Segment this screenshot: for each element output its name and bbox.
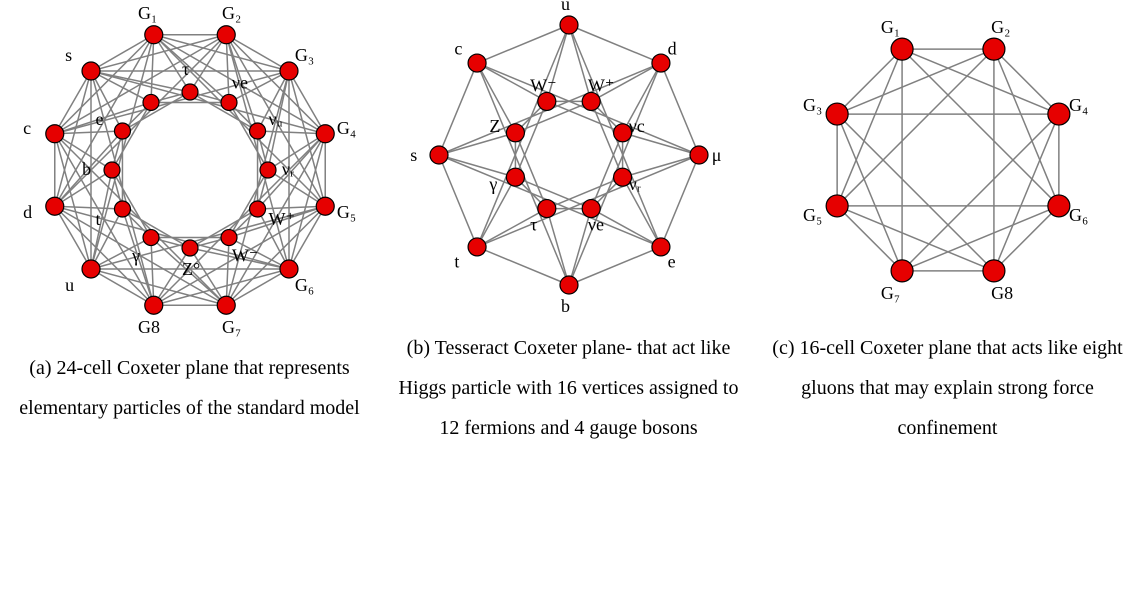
svg-text:νe: νe <box>587 215 603 235</box>
svg-text:W⁻: W⁻ <box>530 75 556 95</box>
caption-b: (b) Tesseract Coxeter plane- that act li… <box>389 328 749 448</box>
svg-text:τ: τ <box>182 59 189 79</box>
svg-text:νᵣ: νᵣ <box>281 159 293 179</box>
caption-a: (a) 24-cell Coxeter plane that represent… <box>10 348 370 428</box>
svg-text:Z°: Z° <box>182 259 200 279</box>
svg-text:c: c <box>23 118 31 138</box>
svg-text:W⁺: W⁺ <box>268 209 295 229</box>
svg-text:G₄: G₄ <box>1069 95 1088 115</box>
svg-text:νᵣ: νᵣ <box>628 174 640 194</box>
svg-text:Z: Z <box>489 116 500 136</box>
svg-text:G₁: G₁ <box>880 17 899 37</box>
svg-text:G₄: G₄ <box>336 118 355 138</box>
svg-text:G8: G8 <box>991 283 1013 303</box>
svg-text:G₆: G₆ <box>294 275 313 295</box>
svg-text:e: e <box>95 109 103 129</box>
svg-text:s: s <box>410 145 417 165</box>
svg-text:d: d <box>667 38 676 58</box>
svg-text:G₇: G₇ <box>222 317 241 337</box>
svg-text:t: t <box>454 252 459 272</box>
panel-c: G₁ G₂ G₄ G₆ G8 G₇ G₅ G₃ (c) 16-cell Coxeter pla… <box>768 0 1128 448</box>
svg-text:c: c <box>454 38 462 58</box>
diagram-24-cell: G₁ G₂ G₃ G₄ G₅ G₆ G₇ G8 u d c s τ νe νᵤ νᵣ W⁺ W⁻ Z° γ t b e <box>20 0 360 340</box>
svg-text:s: s <box>65 45 72 65</box>
svg-text:G8: G8 <box>137 317 159 337</box>
svg-text:μ: μ <box>711 145 721 165</box>
svg-text:G₃: G₃ <box>802 95 821 115</box>
svg-text:γ: γ <box>131 245 140 265</box>
svg-text:G₅: G₅ <box>336 202 355 222</box>
svg-text:t: t <box>95 209 100 229</box>
svg-text:G₂: G₂ <box>991 17 1010 37</box>
svg-text:τ: τ <box>530 215 537 235</box>
figure-row: G₁ G₂ G₃ G₄ G₅ G₆ G₇ G8 u d c s τ νe νᵤ νᵣ W⁺ W⁻ Z° γ t b e (a… <box>0 0 1137 448</box>
svg-text:G₂: G₂ <box>222 3 241 23</box>
panel-b: u d μ e b t s c W⁺ νc νᵣ νe τ γ Z W⁻ (b) Tesseract Coxe… <box>389 0 749 448</box>
svg-text:W⁺: W⁺ <box>587 75 614 95</box>
svg-text:G₁: G₁ <box>137 3 156 23</box>
svg-text:γ: γ <box>488 174 497 194</box>
svg-text:νe: νe <box>231 73 247 93</box>
diagram-16-cell: G₁ G₂ G₄ G₆ G8 G₇ G₅ G₃ <box>788 0 1108 320</box>
svg-text:b: b <box>82 159 91 179</box>
panel-a: G₁ G₂ G₃ G₄ G₅ G₆ G₇ G8 u d c s τ νe νᵤ νᵣ W⁺ W⁻ Z° γ t b e (a… <box>10 0 370 428</box>
svg-text:u: u <box>65 275 74 295</box>
svg-text:d: d <box>23 202 32 222</box>
svg-text:νc: νc <box>628 116 644 136</box>
svg-text:W⁻: W⁻ <box>231 245 257 265</box>
svg-text:νᵤ: νᵤ <box>268 109 282 129</box>
svg-text:G₇: G₇ <box>880 283 899 303</box>
svg-text:G₅: G₅ <box>802 205 821 225</box>
caption-c: (c) 16-cell Coxeter plane that acts like… <box>768 328 1128 448</box>
svg-text:b: b <box>561 296 570 316</box>
svg-text:u: u <box>561 0 570 14</box>
diagram-tesseract: u d μ e b t s c W⁺ νc νᵣ νe τ γ Z W⁻ <box>409 0 729 320</box>
svg-text:e: e <box>667 252 675 272</box>
svg-text:G₆: G₆ <box>1069 205 1088 225</box>
svg-text:G₃: G₃ <box>294 45 313 65</box>
